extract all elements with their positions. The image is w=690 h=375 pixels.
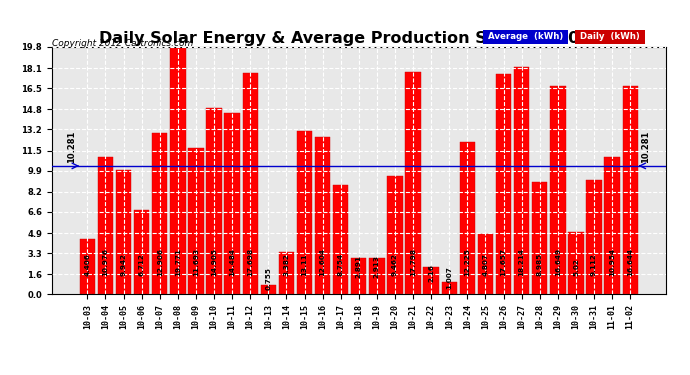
Text: 13.11: 13.11 [302, 253, 308, 276]
Text: 8.754: 8.754 [337, 253, 344, 276]
Text: 9.462: 9.462 [392, 253, 398, 276]
Bar [170, 47, 186, 294]
Bar [622, 86, 638, 294]
Bar [279, 252, 294, 294]
Text: Average  (kWh): Average (kWh) [484, 33, 566, 42]
Text: 14.484: 14.484 [229, 248, 235, 276]
Bar [569, 232, 584, 294]
Text: 12.225: 12.225 [464, 248, 471, 276]
Text: 11.693: 11.693 [193, 248, 199, 276]
Bar [586, 180, 602, 294]
Text: 10.976: 10.976 [102, 248, 108, 276]
Bar [152, 133, 168, 294]
Text: 10.281: 10.281 [66, 131, 76, 164]
Bar [333, 185, 348, 294]
Text: 17.798: 17.798 [410, 248, 416, 276]
Text: 2.891: 2.891 [356, 255, 362, 278]
Text: 14.905: 14.905 [211, 248, 217, 276]
Bar [351, 258, 366, 294]
Bar [369, 258, 384, 294]
Bar [496, 74, 511, 294]
Bar [424, 267, 439, 294]
Bar [550, 86, 566, 294]
Bar [514, 67, 529, 294]
Bar [532, 182, 547, 294]
Bar [604, 158, 620, 294]
Text: 19.771: 19.771 [175, 248, 181, 276]
Text: 10.954: 10.954 [609, 248, 615, 276]
Text: 6.712: 6.712 [139, 253, 145, 276]
Text: 2.913: 2.913 [374, 255, 380, 278]
Bar [79, 239, 95, 294]
Text: 10.281: 10.281 [641, 131, 650, 164]
Text: 9.112: 9.112 [591, 253, 597, 276]
Text: Copyright 2012 Cartronics.com: Copyright 2012 Cartronics.com [52, 39, 193, 48]
Text: 3.382: 3.382 [284, 253, 289, 276]
Text: 4.406: 4.406 [84, 253, 90, 276]
Text: 17.698: 17.698 [247, 248, 253, 276]
Text: 1.007: 1.007 [446, 266, 452, 289]
Bar [224, 113, 240, 294]
Text: 12.906: 12.906 [157, 248, 163, 276]
Text: 4.807: 4.807 [482, 253, 489, 276]
Text: 8.985: 8.985 [537, 252, 543, 276]
Bar [387, 176, 403, 294]
Bar [297, 130, 312, 294]
Bar [134, 210, 149, 294]
Bar [406, 72, 421, 294]
Bar [460, 142, 475, 294]
Text: 9.942: 9.942 [121, 253, 126, 276]
Bar [206, 108, 221, 294]
Text: 12.604: 12.604 [319, 248, 326, 276]
Text: Daily  (kWh): Daily (kWh) [577, 33, 642, 42]
Bar [242, 73, 258, 294]
Bar [442, 282, 457, 294]
Text: 18.214: 18.214 [519, 248, 524, 276]
Bar [315, 137, 331, 294]
Text: 5.02: 5.02 [573, 258, 579, 276]
Bar [261, 285, 276, 294]
Bar [98, 157, 113, 294]
Bar [188, 148, 204, 294]
Text: 16.649: 16.649 [555, 248, 561, 276]
Text: 17.657: 17.657 [500, 248, 506, 276]
Bar [116, 170, 131, 294]
Text: 2.16: 2.16 [428, 264, 434, 282]
Text: 0.755: 0.755 [266, 267, 271, 290]
Text: 16.644: 16.644 [627, 248, 633, 276]
Bar [477, 234, 493, 294]
Title: Daily Solar Energy & Average Production Sat Nov 3 07:40: Daily Solar Energy & Average Production … [99, 31, 619, 46]
